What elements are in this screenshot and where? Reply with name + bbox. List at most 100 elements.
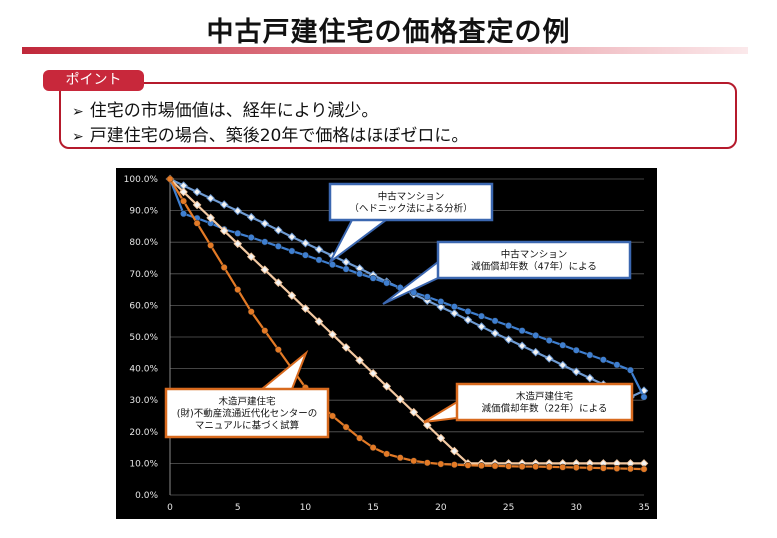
callout-box	[164, 387, 330, 439]
data-point	[559, 463, 567, 471]
data-point	[383, 450, 391, 458]
data-point	[491, 462, 499, 470]
callout-text: (財)不動産流通近代化センターの	[177, 408, 317, 420]
data-point	[463, 315, 473, 325]
x-tick-label: 10	[300, 503, 312, 513]
data-point	[518, 463, 526, 471]
x-tick-label: 30	[571, 503, 583, 513]
data-point	[450, 446, 459, 456]
callout-text: 中古マンション	[378, 191, 445, 203]
data-point	[505, 462, 513, 470]
callout-text: 減価償却年数（47年）による	[471, 261, 597, 273]
data-point	[287, 291, 297, 300]
data-point	[234, 229, 242, 237]
data-point	[246, 212, 256, 222]
data-point	[436, 302, 446, 312]
data-point	[260, 219, 270, 228]
data-point	[356, 270, 364, 278]
y-tick-label: 100.0%	[124, 175, 159, 185]
x-tick-label: 5	[235, 503, 241, 513]
y-tick-label: 80.0%	[129, 238, 158, 248]
point-bullet-1: ➢ 住宅の市場価値は、経年により減少。	[72, 96, 378, 121]
data-point	[355, 356, 364, 365]
data-point	[491, 317, 499, 325]
data-point	[613, 465, 621, 472]
data-point	[585, 373, 595, 383]
x-tick-label: 0	[167, 503, 173, 513]
data-point	[247, 308, 255, 316]
x-tick-label: 15	[367, 503, 378, 513]
data-point	[261, 238, 269, 246]
data-point	[261, 327, 269, 335]
data-point	[545, 337, 553, 344]
data-point	[383, 279, 391, 287]
y-tick-label: 30.0%	[129, 396, 158, 406]
data-point	[166, 175, 174, 183]
data-point	[314, 317, 324, 326]
data-point	[545, 463, 553, 471]
point-bullet-text: 住宅の市場価値は、経年により減少。	[89, 101, 379, 121]
data-point	[599, 356, 607, 364]
data-point	[206, 213, 215, 223]
data-point	[369, 274, 377, 282]
data-point	[464, 461, 472, 469]
data-point	[504, 335, 513, 344]
data-point	[559, 341, 567, 349]
data-point	[532, 331, 540, 339]
data-point	[369, 444, 377, 452]
data-point	[220, 264, 228, 271]
data-point	[315, 256, 323, 264]
data-point	[301, 304, 310, 313]
callout-box	[328, 182, 494, 222]
data-point	[247, 234, 255, 241]
data-point	[382, 381, 391, 391]
data-point	[532, 463, 540, 471]
data-point	[233, 206, 243, 216]
callout-text: 木造戸建住宅	[516, 391, 573, 403]
data-point	[599, 464, 607, 472]
data-point	[246, 252, 256, 262]
point-box	[59, 82, 737, 149]
callout-text: 木造戸建住宅	[218, 396, 275, 408]
data-point	[328, 330, 337, 339]
data-point	[423, 459, 431, 467]
data-point	[490, 328, 500, 338]
data-point	[544, 354, 554, 363]
data-point	[219, 200, 229, 209]
data-point	[342, 423, 350, 431]
data-point	[395, 394, 405, 404]
y-tick-label: 50.0%	[129, 333, 158, 343]
data-point	[260, 265, 270, 274]
data-point	[627, 366, 634, 374]
data-point	[572, 464, 580, 471]
data-point	[478, 462, 485, 470]
data-point	[329, 261, 336, 269]
point-bullet-2: ➢ 戸建住宅の場合、築後20年で価格はほぼゼロに。	[72, 121, 468, 146]
data-point	[640, 465, 648, 473]
callout-text: マニュアルに基づく試算	[195, 420, 299, 432]
data-point	[180, 197, 187, 205]
data-point	[586, 464, 594, 472]
y-tick-label: 60.0%	[129, 301, 158, 311]
callout-text: 中古マンション	[501, 249, 568, 261]
data-point	[288, 247, 296, 255]
y-tick-label: 40.0%	[129, 365, 158, 375]
data-point	[477, 322, 486, 331]
data-point	[437, 460, 445, 468]
data-point	[274, 346, 282, 354]
data-point	[505, 322, 513, 330]
chart-background	[116, 168, 657, 519]
data-point	[219, 226, 229, 236]
callout-text: 減価償却年数（22年）による	[482, 403, 608, 415]
data-point	[437, 298, 445, 306]
data-point	[233, 239, 243, 249]
data-point	[329, 412, 336, 420]
y-tick-label: 70.0%	[129, 270, 158, 280]
data-point	[613, 361, 621, 369]
callout-text: （ヘドニック法による分析）	[349, 203, 472, 215]
data-point	[640, 393, 648, 401]
x-tick-label: 35	[638, 503, 649, 513]
data-point	[192, 187, 202, 197]
data-point	[423, 293, 431, 301]
data-point	[571, 367, 581, 377]
